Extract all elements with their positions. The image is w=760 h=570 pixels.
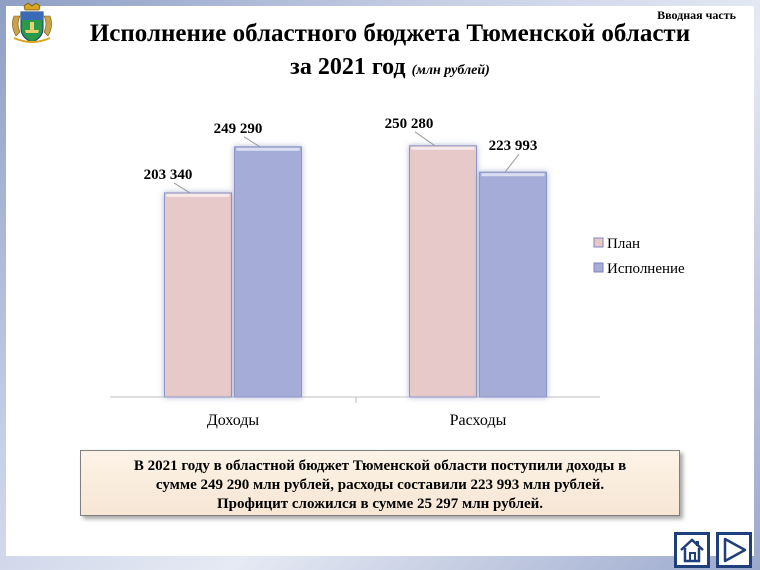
data-label-plan-income: 203 340 xyxy=(144,167,193,183)
bar-plan-income xyxy=(164,192,232,398)
category-label-income: Доходы xyxy=(207,412,260,429)
section-label: Вводная часть xyxy=(657,8,736,22)
summary-line-1: В 2021 году в областной бюджет Тюменской… xyxy=(133,458,627,474)
summary-box: В 2021 году в областной бюджет Тюменской… xyxy=(80,450,680,516)
bar-highlight-0-1 xyxy=(411,146,475,150)
summary-line-2: сумме 249 290 млн рублей, расходы состав… xyxy=(155,477,605,493)
legend-label-plan: План xyxy=(607,236,640,252)
category-label-expense: Расходы xyxy=(450,412,507,429)
legend-label-actual: Исполнение xyxy=(607,261,685,277)
bar-actual-expense xyxy=(479,171,547,398)
summary-line-3: Профицит сложился в сумме 25 297 млн руб… xyxy=(216,496,544,512)
legend-swatch-plan xyxy=(593,237,604,248)
legend-swatch-actual xyxy=(593,262,604,273)
home-button[interactable] xyxy=(674,532,710,568)
bar-actual-income xyxy=(234,146,302,398)
leader-line-1-1 xyxy=(504,153,520,173)
page-title: Исполнение областного бюджета Тюменской … xyxy=(89,20,691,47)
title-year: за 2021 год xyxy=(290,54,406,80)
budget-bar-chart: 203 340 250 280 249 290 223 993 Доходы Расход… xyxy=(110,116,685,429)
bar-highlight-1-0 xyxy=(236,147,300,151)
leader-line-1-0 xyxy=(243,136,261,148)
data-label-actual-expense: 223 993 xyxy=(489,138,538,154)
bar-highlight-1-1 xyxy=(481,173,545,177)
leader-line-0-0 xyxy=(173,182,191,194)
leader-line-0-1 xyxy=(414,131,436,147)
data-label-plan-expense: 250 280 xyxy=(385,116,434,132)
home-icon xyxy=(680,538,704,563)
data-label-actual-income: 249 290 xyxy=(214,121,263,137)
bar-plan-expense xyxy=(409,145,477,398)
title-unit: (млн рублей) xyxy=(411,63,490,78)
page-title-year: за 2021 год (млн рублей) xyxy=(60,54,720,81)
next-arrow-icon xyxy=(723,537,747,563)
next-button[interactable] xyxy=(716,532,752,568)
bar-highlight-0-0 xyxy=(166,193,230,197)
coat-of-arms-icon xyxy=(12,2,52,43)
